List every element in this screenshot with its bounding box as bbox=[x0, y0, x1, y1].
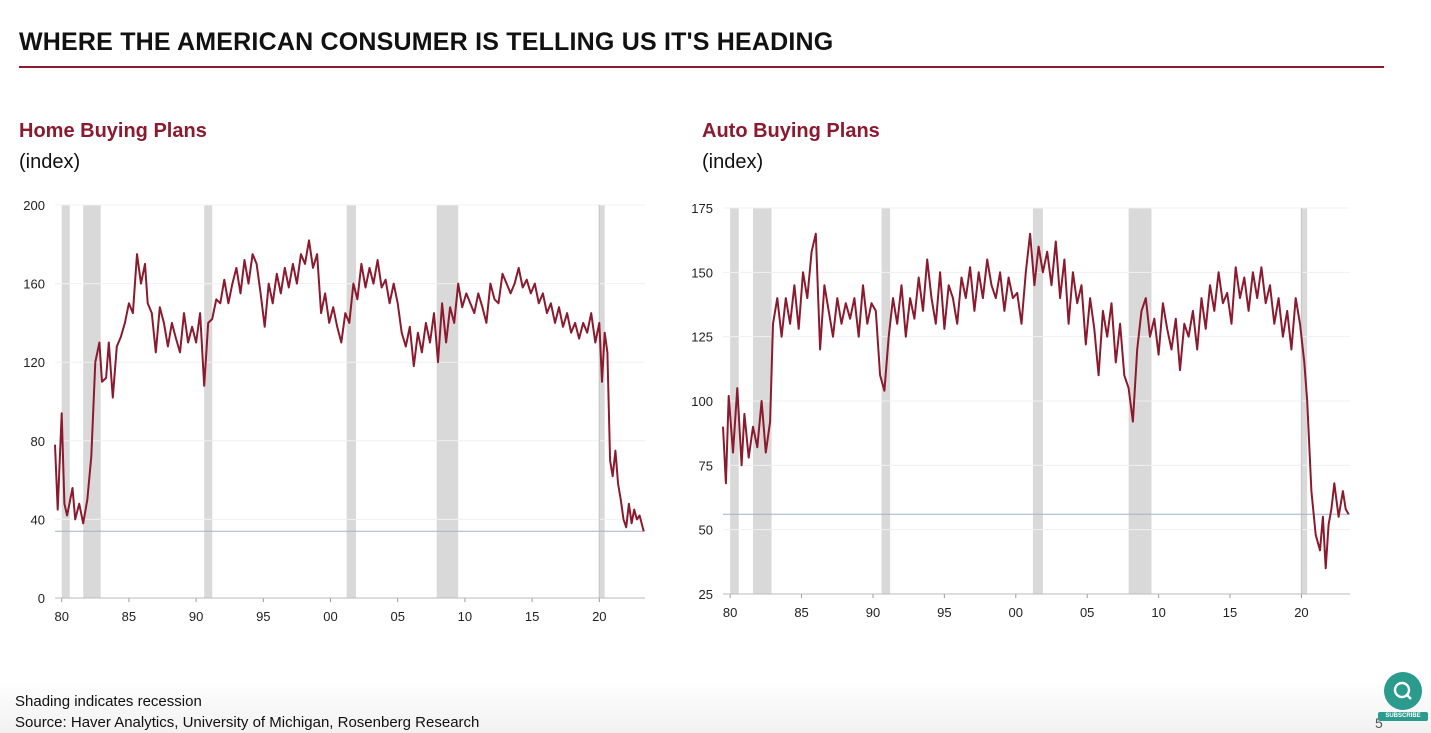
auto-x-tick-label: 10 bbox=[1151, 605, 1165, 620]
home-y-tick-label: 40 bbox=[31, 512, 45, 527]
auto-series-line bbox=[722, 232, 1350, 570]
home-x-tick-label: 15 bbox=[525, 609, 539, 624]
auto-x-tick-label: 05 bbox=[1080, 605, 1094, 620]
home-y-tick-label: 80 bbox=[31, 434, 45, 449]
home-x-tick-label: 95 bbox=[256, 609, 270, 624]
auto-buying-plans-chart: 25 50 75 100 125 150 175 80 85 90 95 00 05 10 15 20 bbox=[691, 201, 1350, 620]
auto-y-tick-label: 50 bbox=[699, 523, 713, 538]
home-x-tick-label: 80 bbox=[54, 609, 68, 624]
home-recession-band bbox=[599, 205, 605, 598]
auto-y-tick-label: 150 bbox=[691, 265, 713, 280]
home-recession-band bbox=[436, 205, 459, 598]
footer-shade bbox=[0, 680, 1431, 733]
auto-x-tick-label: 85 bbox=[794, 605, 808, 620]
auto-x-tick-label: 20 bbox=[1294, 605, 1308, 620]
auto-x-tick-label: 00 bbox=[1009, 605, 1023, 620]
auto-x-tick-label: 95 bbox=[937, 605, 951, 620]
page-number: 5 bbox=[1375, 715, 1383, 731]
home-x-tick-label: 00 bbox=[323, 609, 337, 624]
channel-logo-icon bbox=[1384, 672, 1422, 710]
auto-chart-unit: (index) bbox=[702, 151, 764, 173]
home-chart-unit: (index) bbox=[19, 151, 81, 173]
home-x-tick-label: 85 bbox=[122, 609, 136, 624]
home-x-tick-label: 10 bbox=[458, 609, 472, 624]
auto-x-tick-label: 15 bbox=[1223, 605, 1237, 620]
home-series-line bbox=[54, 239, 645, 532]
subscribe-label: SUBSCRIBE bbox=[1378, 712, 1428, 721]
home-y-tick-label: 160 bbox=[23, 277, 45, 292]
home-x-tick-label: 20 bbox=[592, 609, 606, 624]
auto-x-tick-label: 80 bbox=[723, 605, 737, 620]
auto-x-tick-label: 90 bbox=[866, 605, 880, 620]
auto-chart-title: Auto Buying Plans bbox=[702, 120, 880, 142]
home-y-tick-label: 120 bbox=[23, 355, 45, 370]
home-y-tick-label: 0 bbox=[38, 591, 45, 606]
home-buying-plans-chart: 0 40 80 120 160 200 80 85 90 95 00 05 10 15 20 bbox=[23, 198, 645, 624]
auto-y-tick-label: 25 bbox=[699, 587, 713, 602]
title-divider bbox=[19, 66, 1384, 68]
auto-y-tick-label: 100 bbox=[691, 394, 713, 409]
home-recession-band bbox=[204, 205, 213, 598]
home-recession-band bbox=[83, 205, 101, 598]
auto-y-tick-label: 75 bbox=[699, 458, 713, 473]
home-y-tick-label: 200 bbox=[23, 198, 45, 213]
home-recession-band bbox=[346, 205, 357, 598]
subscribe-button[interactable]: SUBSCRIBE bbox=[1378, 672, 1428, 722]
home-x-tick-label: 90 bbox=[189, 609, 203, 624]
home-recession-band bbox=[61, 205, 70, 598]
home-chart-title: Home Buying Plans bbox=[19, 120, 207, 142]
slide-title: WHERE THE AMERICAN CONSUMER IS TELLING U… bbox=[19, 28, 834, 56]
auto-y-tick-label: 125 bbox=[691, 330, 713, 345]
home-x-tick-label: 05 bbox=[390, 609, 404, 624]
auto-y-tick-label: 175 bbox=[691, 201, 713, 216]
source-note: Source: Haver Analytics, University of M… bbox=[15, 714, 480, 731]
recession-note: Shading indicates recession bbox=[15, 693, 202, 710]
